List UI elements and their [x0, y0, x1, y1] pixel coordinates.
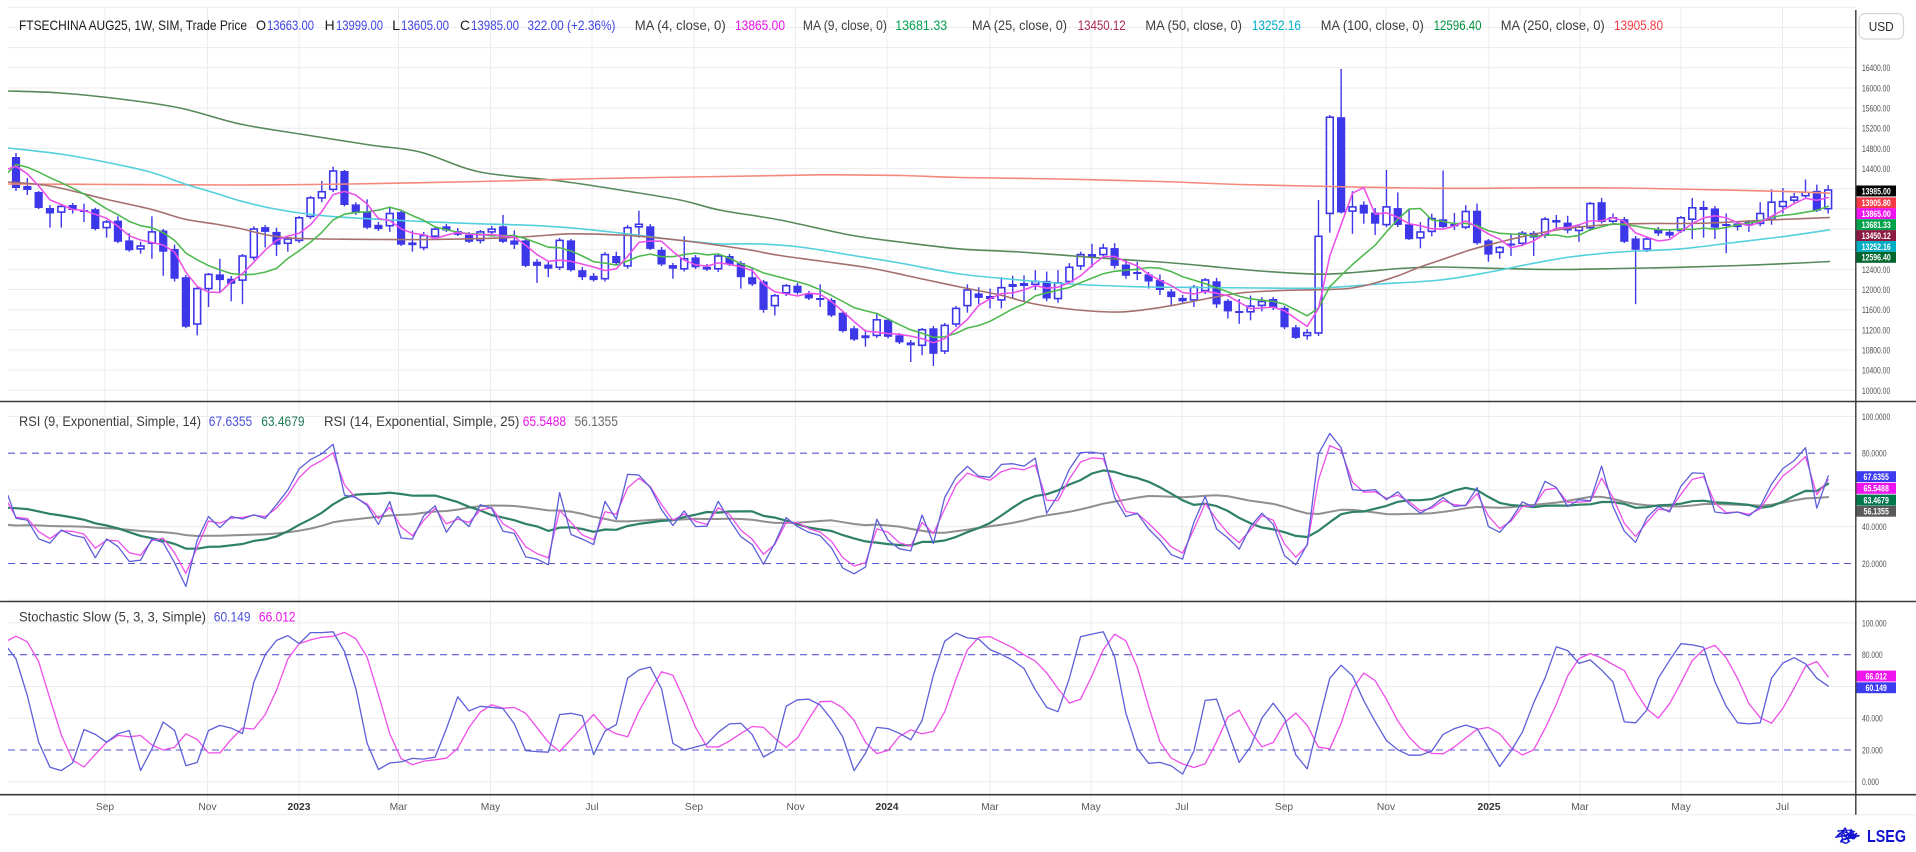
- svg-text:Jul: Jul: [1175, 802, 1188, 813]
- svg-text:Sep: Sep: [1275, 802, 1294, 813]
- svg-text:12400.00: 12400.00: [1862, 265, 1890, 276]
- svg-text:Nov: Nov: [1377, 802, 1396, 813]
- svg-text:16000.00: 16000.00: [1862, 83, 1890, 94]
- svg-text:13865.00: 13865.00: [1862, 209, 1891, 220]
- svg-text:66.012: 66.012: [1866, 672, 1887, 683]
- svg-text:Mar: Mar: [1571, 802, 1589, 813]
- svg-text:RSI (9, Exponential, Simple, 1: RSI (9, Exponential, Simple, 14): [19, 413, 201, 429]
- svg-text:10400.00: 10400.00: [1862, 366, 1890, 377]
- svg-text:LSEG: LSEG: [1867, 826, 1906, 846]
- svg-text:May: May: [1081, 802, 1101, 813]
- svg-text:63.4679: 63.4679: [261, 413, 305, 429]
- svg-text:20.000: 20.000: [1862, 745, 1883, 756]
- svg-text:O: O: [256, 17, 266, 33]
- svg-text:2023: 2023: [288, 802, 311, 813]
- svg-text:65.5488: 65.5488: [523, 413, 567, 429]
- svg-text:C: C: [460, 17, 470, 33]
- svg-text:80.0000: 80.0000: [1862, 449, 1887, 460]
- svg-text:13681.33: 13681.33: [1862, 220, 1891, 231]
- svg-text:Nov: Nov: [198, 802, 217, 813]
- svg-text:100.000: 100.000: [1862, 618, 1887, 629]
- svg-text:L: L: [392, 17, 400, 33]
- svg-text:Sep: Sep: [685, 802, 704, 813]
- svg-text:13663.00: 13663.00: [267, 17, 314, 33]
- svg-text:2025: 2025: [1478, 802, 1501, 813]
- svg-text:40.0000: 40.0000: [1862, 522, 1887, 533]
- svg-text:56.1355: 56.1355: [1864, 507, 1890, 518]
- svg-text:14400.00: 14400.00: [1862, 164, 1890, 175]
- svg-text:13252.16: 13252.16: [1252, 17, 1301, 33]
- svg-text:12596.40: 12596.40: [1862, 253, 1891, 264]
- svg-text:Nov: Nov: [786, 802, 805, 813]
- svg-text:10800.00: 10800.00: [1862, 345, 1890, 356]
- svg-text:12000.00: 12000.00: [1862, 285, 1890, 296]
- svg-text:13865.00: 13865.00: [735, 17, 785, 33]
- svg-text:Jul: Jul: [1776, 802, 1789, 813]
- svg-text:13999.00: 13999.00: [336, 17, 383, 33]
- svg-text:USD: USD: [1869, 19, 1894, 34]
- svg-text:11200.00: 11200.00: [1862, 325, 1890, 336]
- svg-text:Stochastic Slow (5, 3, 3, Simp: Stochastic Slow (5, 3, 3, Simple): [19, 609, 206, 625]
- svg-text:MA (4, close, 0): MA (4, close, 0): [635, 17, 726, 33]
- svg-text:80.000: 80.000: [1862, 650, 1883, 661]
- svg-text:13681.33: 13681.33: [895, 17, 947, 33]
- svg-text:Sep: Sep: [96, 802, 115, 813]
- svg-text:13252.16: 13252.16: [1862, 242, 1891, 253]
- svg-text:May: May: [481, 802, 501, 813]
- svg-text:MA (9, close, 0): MA (9, close, 0): [803, 17, 887, 33]
- svg-text:MA (25, close, 0): MA (25, close, 0): [972, 17, 1067, 33]
- svg-text:13985.00: 13985.00: [1862, 186, 1891, 197]
- svg-text:Jul: Jul: [585, 802, 598, 813]
- svg-text:MA (50, close, 0): MA (50, close, 0): [1145, 17, 1242, 33]
- svg-text:15600.00: 15600.00: [1862, 104, 1890, 115]
- svg-text:322.00 (+2.36%): 322.00 (+2.36%): [528, 17, 616, 33]
- svg-text:13450.12: 13450.12: [1862, 231, 1891, 242]
- svg-text:12596.40: 12596.40: [1434, 17, 1482, 33]
- svg-text:67.6355: 67.6355: [1864, 472, 1890, 483]
- svg-text:63.4679: 63.4679: [1864, 495, 1889, 506]
- svg-text:0.000: 0.000: [1862, 777, 1879, 788]
- svg-text:13605.00: 13605.00: [401, 17, 449, 33]
- svg-text:13905.80: 13905.80: [1862, 198, 1891, 209]
- svg-text:16400.00: 16400.00: [1862, 63, 1890, 74]
- svg-text:15200.00: 15200.00: [1862, 124, 1890, 135]
- svg-text:100.0000: 100.0000: [1862, 412, 1890, 423]
- svg-text:Mar: Mar: [981, 802, 999, 813]
- svg-text:MA (100, close, 0): MA (100, close, 0): [1321, 17, 1424, 33]
- svg-text:20.0000: 20.0000: [1862, 559, 1887, 570]
- svg-text:10000.00: 10000.00: [1862, 386, 1890, 397]
- svg-text:11600.00: 11600.00: [1862, 305, 1890, 316]
- svg-text:Mar: Mar: [390, 802, 408, 813]
- svg-text:RSI (14, Exponential, Simple,: RSI (14, Exponential, Simple, 25): [324, 413, 519, 429]
- svg-text:MA (250, close, 0): MA (250, close, 0): [1501, 17, 1605, 33]
- svg-text:60.149: 60.149: [1866, 683, 1887, 694]
- svg-text:2024: 2024: [876, 802, 899, 813]
- svg-text:65.5488: 65.5488: [1864, 484, 1890, 495]
- svg-text:14800.00: 14800.00: [1862, 144, 1890, 155]
- svg-text:60.149: 60.149: [214, 609, 251, 625]
- svg-text:H: H: [325, 17, 335, 33]
- svg-text:40.000: 40.000: [1862, 714, 1883, 725]
- svg-text:May: May: [1671, 802, 1691, 813]
- svg-text:67.6355: 67.6355: [209, 413, 253, 429]
- svg-text:FTSECHINA AUG25, 1W, SIM, Trad: FTSECHINA AUG25, 1W, SIM, Trade Price: [19, 17, 247, 33]
- svg-text:13985.00: 13985.00: [471, 17, 519, 33]
- svg-text:13450.12: 13450.12: [1078, 17, 1126, 33]
- svg-text:66.012: 66.012: [259, 609, 296, 625]
- svg-text:13905.80: 13905.80: [1614, 17, 1663, 33]
- svg-text:56.1355: 56.1355: [575, 413, 619, 429]
